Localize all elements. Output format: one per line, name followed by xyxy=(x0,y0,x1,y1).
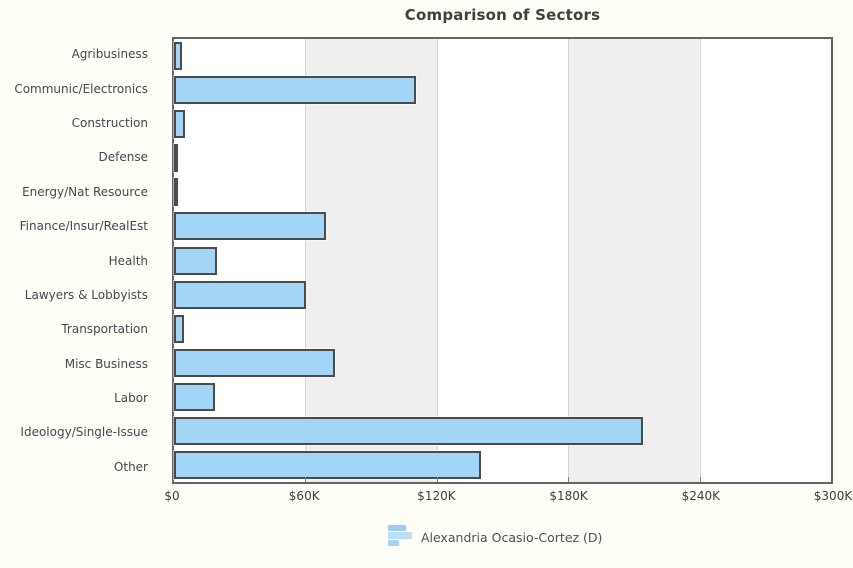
bar-row xyxy=(174,209,831,243)
tick-mark xyxy=(699,477,701,482)
bar-agribusiness[interactable] xyxy=(174,42,182,71)
legend-label: Alexandria Ocasio-Cortez (D) xyxy=(421,529,603,545)
gridline xyxy=(699,39,701,482)
legend-item[interactable]: Alexandria Ocasio-Cortez (D) xyxy=(388,525,602,549)
bar-row xyxy=(174,243,831,277)
bar-lawyers-lobbyists[interactable] xyxy=(174,280,307,309)
plot-area xyxy=(172,37,833,484)
category-label: Agribusiness xyxy=(71,47,148,62)
x-axis-labels: $0 $60K $120K $180K $240K $300K xyxy=(164,489,852,505)
x-tick-label: $240K xyxy=(681,489,721,503)
bar-row xyxy=(174,73,831,107)
bar-row xyxy=(174,175,831,209)
bar-row xyxy=(174,380,831,414)
bar-finance-insur-realest[interactable] xyxy=(174,212,327,241)
chart-title: Comparison of Sectors xyxy=(404,6,601,24)
bar-row xyxy=(174,141,831,175)
category-label: Communic/Electronics xyxy=(14,81,148,96)
bar-row xyxy=(174,278,831,312)
bar-construction[interactable] xyxy=(174,110,185,139)
bar-chart-icon xyxy=(388,525,412,549)
category-label: Finance/Insur/RealEst xyxy=(19,219,148,234)
category-label: Energy/Nat Resource xyxy=(22,184,148,199)
category-label: Misc Business xyxy=(64,356,148,371)
bar-misc-business[interactable] xyxy=(174,348,335,377)
bar-row xyxy=(174,39,831,73)
bar-ideology-single-issue[interactable] xyxy=(174,416,643,445)
tick-mark xyxy=(568,477,570,482)
bar-row xyxy=(174,448,831,482)
tick-mark xyxy=(436,477,438,482)
category-label: Construction xyxy=(71,115,148,130)
bar-row xyxy=(174,346,831,380)
category-label: Labor xyxy=(114,391,148,406)
x-tick-label: $300K xyxy=(813,489,853,503)
category-label: Health xyxy=(108,253,148,268)
gridline xyxy=(436,39,438,482)
bar-row xyxy=(174,107,831,141)
x-tick-label: $0 xyxy=(164,489,180,503)
y-axis-labels: Agribusiness Communic/Electronics Construc… xyxy=(0,37,160,484)
bar-health[interactable] xyxy=(174,246,217,275)
category-label: Other xyxy=(113,459,148,474)
x-tick-label: $60K xyxy=(288,489,320,503)
x-tick-label: $120K xyxy=(417,489,456,503)
x-tick-label: $180K xyxy=(549,489,588,503)
category-label: Ideology/Single-Issue xyxy=(20,425,148,440)
bar-defense[interactable] xyxy=(174,144,178,173)
bar-transportation[interactable] xyxy=(174,314,185,343)
gridline xyxy=(568,39,570,482)
category-label: Defense xyxy=(98,150,148,165)
bar-rows xyxy=(174,39,831,482)
tick-mark xyxy=(305,477,307,482)
bar-row xyxy=(174,312,831,346)
gridline xyxy=(305,39,307,482)
category-label: Transportation xyxy=(61,322,148,337)
bar-energy-nat-resource[interactable] xyxy=(174,178,179,207)
bar-row xyxy=(174,414,831,448)
bar-labor[interactable] xyxy=(174,382,215,411)
bar-other[interactable] xyxy=(174,450,481,479)
bar-communic-electronics[interactable] xyxy=(174,76,416,105)
category-label: Lawyers & Lobbyists xyxy=(24,287,148,302)
